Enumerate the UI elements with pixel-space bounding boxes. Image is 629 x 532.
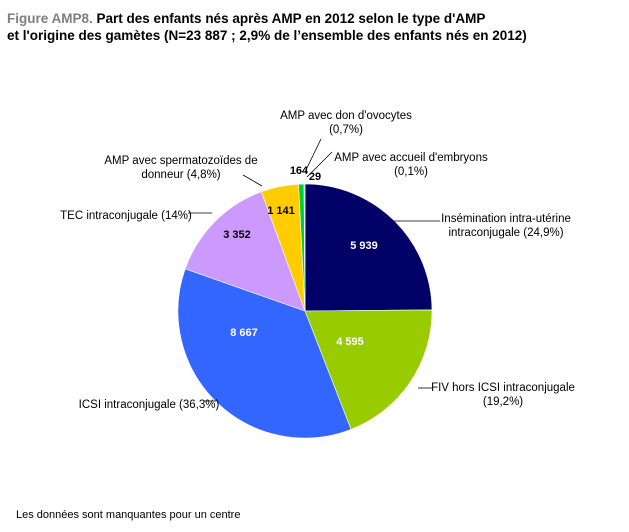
- category-label-5: AMP avec spermatozoïdes de donneur (4,8%): [104, 155, 257, 181]
- leader-line-6: [304, 138, 322, 173]
- pie-slice-7: [303, 183, 306, 312]
- leader-lines: [188, 138, 440, 402]
- category-label-3: ICSI intraconjugale (36,3%): [79, 399, 220, 411]
- category-labels: Insémination intra-utérine intraconjugale…: [60, 110, 575, 411]
- pie-slices: [177, 183, 433, 439]
- title-line-2: et l'origine des gamètes (N=23 887 ; 2,9…: [7, 28, 527, 43]
- value-label-1: 5 939: [350, 240, 378, 252]
- value-labels: 5 939 4 595 8 667 3 352 1 141 164 29: [223, 165, 378, 348]
- value-label-4: 3 352: [223, 229, 251, 241]
- value-label-3: 8 667: [230, 327, 258, 339]
- category-label-1: Insémination intra-utérine intraconjugale…: [441, 213, 571, 239]
- value-label-7: 29: [309, 171, 321, 183]
- footnote: Les données sont manquantes pour un cent…: [16, 509, 241, 521]
- category-label-6: AMP avec don d'ovocytes (0,7%): [280, 110, 412, 136]
- figure-label: Figure AMP8.: [7, 11, 93, 26]
- category-label-7: AMP avec accueil d'embryons (0,1%): [334, 152, 488, 178]
- category-label-2: FIV hors ICSI intraconjugale (19,2%): [431, 382, 575, 408]
- title-line-1: Part des enfants nés après AMP en 2012 s…: [96, 11, 486, 26]
- pie-slice-2: [304, 309, 433, 430]
- pie-slice-4: [184, 191, 306, 312]
- value-label-5: 1 141: [267, 205, 295, 217]
- category-label-4: TEC intraconjugale (14%): [60, 210, 192, 222]
- leader-line-7: [306, 151, 333, 178]
- leader-line-5: [242, 174, 263, 187]
- chart-title: Figure AMP8. Part des enfants nés après …: [7, 10, 607, 44]
- value-label-6: 164: [290, 165, 309, 177]
- pie-slice-3: [177, 268, 352, 439]
- value-label-2: 4 595: [336, 336, 364, 348]
